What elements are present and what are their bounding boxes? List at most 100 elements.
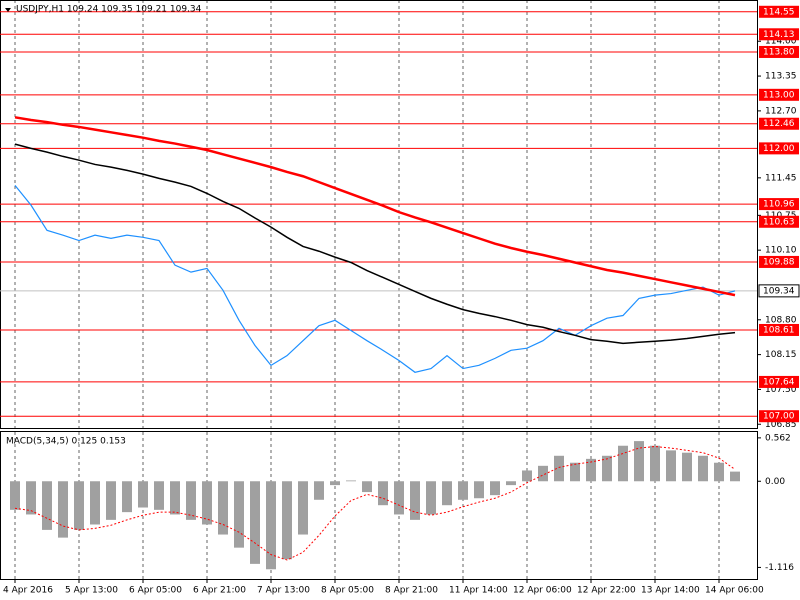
y-tick-label: 107.50 [765,385,797,395]
histogram-bar [586,458,596,482]
histogram-bar [618,445,628,482]
y-tick-label: -1.116 [765,563,794,573]
x-tick-label: 12 Apr 22:00 [577,586,636,596]
x-tick-label: 12 Apr 06:00 [513,586,572,596]
y-tick-label: 113.35 [765,72,797,82]
level-label: 114.13 [763,30,795,40]
current-price-tag [758,284,800,298]
y-tick-label: 0.00 [765,477,785,487]
histogram-bar [394,481,404,515]
current-price-label: 109.34 [763,286,795,296]
y-tick-label: 112.70 [765,106,797,116]
histogram-bar [554,455,564,482]
level-label: 112.46 [763,119,795,129]
x-tick-label: 8 Apr 05:00 [321,586,374,596]
level-label: 113.00 [763,90,795,100]
price-panel [0,0,758,429]
y-tick-label: 114.00 [765,37,797,47]
level-tag [759,215,799,228]
histogram-bar [186,481,196,520]
level-label: 108.61 [763,325,795,335]
histogram-bar [602,455,612,482]
x-tick-label: 11 Apr 14:00 [449,586,508,596]
histogram-bar [362,481,372,493]
histogram-bar [234,481,244,548]
y-tick-label: 106.85 [765,420,797,430]
x-tick-label: 7 Apr 13:00 [257,586,310,596]
level-label: 110.96 [763,200,795,210]
level-tag [759,88,799,101]
level-tag [759,198,799,211]
histogram-bar [42,481,52,530]
histogram-bar [250,481,260,564]
level-tag [759,255,799,268]
histogram-bar [698,455,708,482]
macd-panel [0,431,758,580]
histogram-bar [730,471,740,482]
y-tick-label: 108.80 [765,315,797,325]
histogram-bar [10,481,20,510]
histogram-bar [26,481,36,515]
histogram-bar [106,481,116,520]
level-tag [759,323,799,336]
histogram-bar [170,481,180,515]
level-tag [759,117,799,130]
histogram-bar [410,481,420,520]
histogram-bar [666,450,676,482]
x-tick-label: 6 Apr 21:00 [193,586,246,596]
y-tick-label: 0.562 [765,433,791,443]
level-tag [759,375,799,388]
histogram-bar [634,441,644,482]
x-tick-label: 13 Apr 14:00 [641,586,700,596]
level-label: 107.00 [763,412,795,422]
chart-title: USDJPY,H1 109.24 109.35 109.21 109.34 [16,5,202,15]
histogram-bar [682,452,692,482]
histogram-bar [298,481,308,535]
histogram-bar [474,481,484,499]
histogram-bar [266,481,276,570]
histogram-bar [154,481,164,510]
histogram-bar [74,481,84,530]
level-label: 110.63 [763,217,795,227]
histogram-bar [506,481,516,486]
histogram-bar [282,481,292,560]
macd-title: MACD(5,34,5) 0.125 0.153 [6,437,126,447]
histogram-bar [538,465,548,482]
histogram-bar [714,462,724,482]
y-tick-label: 108.15 [765,350,797,360]
line-series [14,446,736,561]
line-series [14,143,736,345]
histogram-bar [330,481,340,486]
level-label: 107.64 [763,377,795,387]
x-tick-label: 6 Apr 05:00 [129,586,182,596]
histogram-bar [202,481,212,525]
level-tag [759,45,799,58]
level-tag [759,5,799,18]
histogram-bar [346,480,356,482]
y-tick-label: 111.45 [765,173,797,183]
histogram-bar [442,481,452,506]
line-series [14,116,736,297]
histogram-bar [218,481,228,535]
level-tag [759,410,799,423]
level-label: 113.80 [763,47,795,57]
menu-arrow[interactable] [5,8,11,12]
x-tick-label: 8 Apr 21:00 [385,586,438,596]
x-tick-label: 4 Apr 2016 [3,586,53,596]
histogram-bar [570,462,580,482]
histogram-bar [650,445,660,482]
histogram-bar [490,481,500,496]
histogram-bar [58,481,68,538]
y-tick-label: 110.10 [765,246,797,256]
level-label: 114.55 [763,7,795,17]
line-series [14,184,736,373]
histogram-bar [90,481,100,525]
x-tick-label: 14 Apr 06:00 [705,586,764,596]
histogram-bar [522,470,532,482]
level-tag [759,142,799,155]
histogram-bar [138,481,148,508]
histogram-bar [314,481,324,500]
level-tag [759,28,799,41]
